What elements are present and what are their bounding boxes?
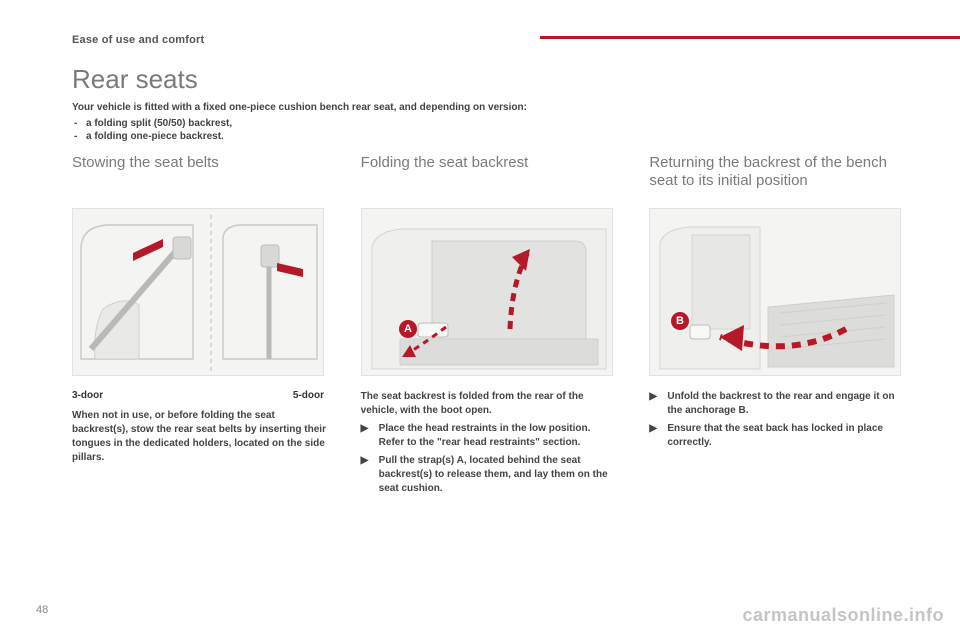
door-label-3: 3-door (72, 390, 103, 401)
svg-text:A: A (404, 323, 412, 335)
subheading: Returning the backrest of the bench seat… (649, 154, 910, 194)
manual-page: Ease of use and comfort Rear seats Your … (0, 0, 960, 640)
column-folding-backrest: Folding the seat backrest A (361, 154, 622, 500)
subheading: Folding the seat backrest (361, 154, 622, 194)
pointer-icon: ▶ (649, 390, 661, 418)
door-label-5: 5-door (293, 390, 324, 401)
column-returning-backrest: Returning the backrest of the bench seat… (649, 154, 910, 500)
procedure-text: Ensure that the seat back has locked in … (667, 422, 910, 450)
page-title: Rear seats (72, 64, 910, 95)
stowing-belts-svg (73, 209, 324, 376)
procedure-text: Unfold the backrest to the rear and enga… (667, 390, 910, 418)
procedure-list: ▶ Unfold the backrest to the rear and en… (649, 390, 910, 450)
procedure-item: ▶ Unfold the backrest to the rear and en… (649, 390, 910, 418)
procedure-list: ▶ Place the head restraints in the low p… (361, 422, 622, 496)
pointer-icon: ▶ (649, 422, 661, 450)
illustration-folding-backrest: A (361, 208, 613, 376)
lead-text: The seat backrest is folded from the rea… (361, 390, 622, 418)
pointer-icon: ▶ (361, 422, 373, 450)
watermark: carmanualsonline.info (742, 605, 944, 626)
illustration-returning-backrest: B (649, 208, 901, 376)
procedure-item: ▶ Pull the strap(s) A, located behind th… (361, 454, 622, 496)
pointer-icon: ▶ (361, 454, 373, 496)
intro-list: a folding split (50/50) backrest, a fold… (72, 117, 910, 144)
header-accent-rule (540, 36, 960, 39)
procedure-item: ▶ Place the head restraints in the low p… (361, 422, 622, 450)
intro-list-item: a folding split (50/50) backrest, (72, 117, 910, 131)
procedure-text: Pull the strap(s) A, located behind the … (379, 454, 622, 496)
returning-backrest-svg: B (650, 209, 901, 376)
procedure-text-b: Refer to the "rear head restraints" sect… (379, 437, 581, 448)
illustration-stowing-belts (72, 208, 324, 376)
intro-list-item: a folding one-piece backrest. (72, 130, 910, 144)
page-number: 48 (36, 604, 48, 616)
svg-text:B: B (676, 315, 684, 327)
body-text: When not in use, or before folding the s… (72, 409, 333, 465)
procedure-text-a: Place the head restraints in the low pos… (379, 423, 591, 434)
intro-text: Your vehicle is fitted with a fixed one-… (72, 101, 910, 115)
door-labels: 3-door 5-door (72, 390, 324, 401)
procedure-item: ▶ Ensure that the seat back has locked i… (649, 422, 910, 450)
columns: Stowing the seat belts (72, 154, 910, 500)
procedure-text: Place the head restraints in the low pos… (379, 422, 591, 450)
subheading: Stowing the seat belts (72, 154, 333, 194)
column-stowing-belts: Stowing the seat belts (72, 154, 333, 500)
folding-backrest-svg: A (362, 209, 613, 376)
